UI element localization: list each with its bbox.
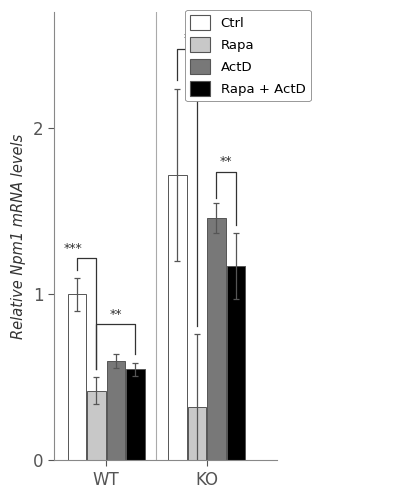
Bar xyxy=(107,361,125,460)
Bar xyxy=(206,218,225,460)
Bar xyxy=(226,266,244,460)
Bar xyxy=(67,294,86,460)
Bar xyxy=(126,369,145,460)
Text: ***: *** xyxy=(64,242,82,254)
Bar xyxy=(87,390,105,460)
Y-axis label: Relative Npm1 mRNA levels: Relative Npm1 mRNA levels xyxy=(11,134,26,339)
Text: *: * xyxy=(183,32,190,46)
Text: **: ** xyxy=(109,308,122,321)
Text: **: ** xyxy=(219,156,232,168)
Bar xyxy=(187,408,206,461)
Bar xyxy=(168,175,186,461)
Legend: Ctrl, Rapa, ActD, Rapa + ActD: Ctrl, Rapa, ActD, Rapa + ActD xyxy=(185,10,310,101)
